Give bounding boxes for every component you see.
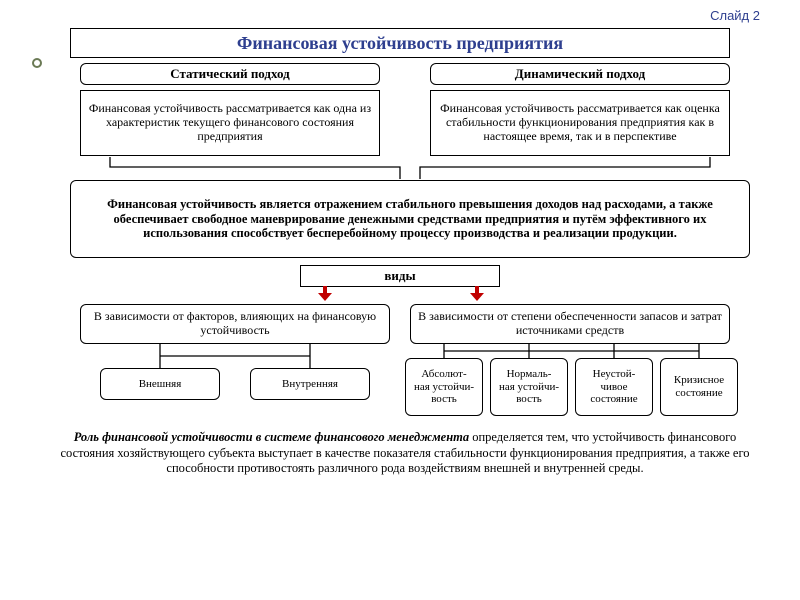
connector-merge xyxy=(60,153,760,183)
types-label: виды xyxy=(384,269,415,284)
footer-emph: Роль финансовой устойчивости в системе ф… xyxy=(74,430,469,444)
approach-static-label: Статический подход xyxy=(170,67,289,82)
arrow-icon xyxy=(318,286,332,302)
leaf-absolute-text: Абсолют- ная устойчи- вость xyxy=(414,368,474,406)
dep-provision-text: В зависимости от степени обеспеченности … xyxy=(417,310,723,338)
slide-number: Слайд 2 xyxy=(710,8,760,23)
leaf-internal: Внутренняя xyxy=(250,368,370,400)
arrow-icon xyxy=(470,286,484,302)
leaf-unstable-text: Неустой- чивое состояние xyxy=(582,368,646,406)
leaf-crisis-text: Кризисное состояние xyxy=(667,374,731,399)
leaf-external: Внешняя xyxy=(100,368,220,400)
leaf-normal: Нормаль- ная устойчи- вость xyxy=(490,358,568,416)
bullet-decor xyxy=(32,58,42,68)
footer-text: Роль финансовой устойчивости в системе ф… xyxy=(55,430,755,477)
dep-factors-text: В зависимости от факторов, влияющих на ф… xyxy=(87,310,383,338)
merged-definition: Финансовая устойчивость является отражен… xyxy=(70,180,750,258)
leaf-crisis: Кризисное состояние xyxy=(660,358,738,416)
merged-text: Финансовая устойчивость является отражен… xyxy=(87,197,733,240)
leaf-unstable: Неустой- чивое состояние xyxy=(575,358,653,416)
leaf-external-text: Внешняя xyxy=(139,378,182,391)
leaf-normal-text: Нормаль- ная устойчи- вость xyxy=(499,368,559,406)
dep-provision: В зависимости от степени обеспеченности … xyxy=(410,304,730,344)
dep-factors: В зависимости от факторов, влияющих на ф… xyxy=(80,304,390,344)
approach-dynamic-label: Динамический подход xyxy=(515,67,645,82)
title-text: Финансовая устойчивость предприятия xyxy=(237,33,563,54)
title-box: Финансовая устойчивость предприятия xyxy=(70,28,730,58)
leaf-absolute: Абсолют- ная устойчи- вость xyxy=(405,358,483,416)
types-box: виды xyxy=(300,265,500,287)
desc-static: Финансовая устойчивость рассматривается … xyxy=(80,90,380,156)
approach-dynamic: Динамический подход xyxy=(430,63,730,85)
approach-static: Статический подход xyxy=(80,63,380,85)
leaf-internal-text: Внутренняя xyxy=(282,378,338,391)
desc-dynamic: Финансовая устойчивость рассматривается … xyxy=(430,90,730,156)
connector-left-leaves xyxy=(80,344,390,370)
desc-dynamic-text: Финансовая устойчивость рассматривается … xyxy=(437,102,723,143)
desc-static-text: Финансовая устойчивость рассматривается … xyxy=(87,102,373,143)
